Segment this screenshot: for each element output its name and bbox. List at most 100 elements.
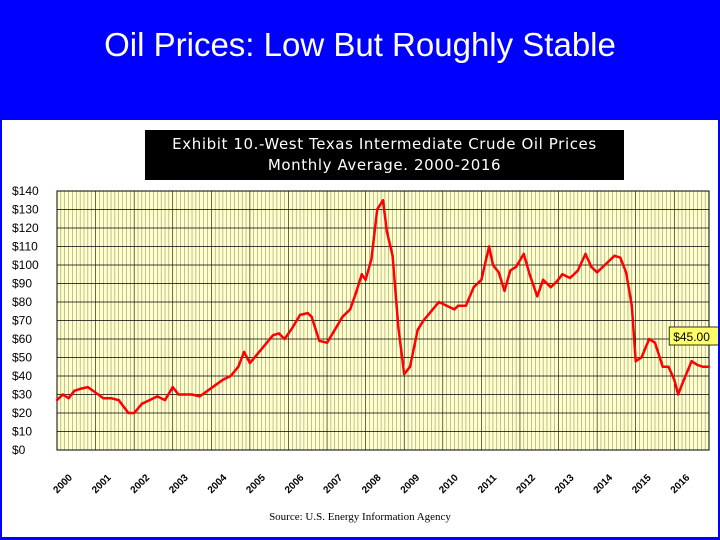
y-tick-label: $110 <box>12 240 38 254</box>
data-point <box>140 402 144 405</box>
y-tick-label: $70 <box>12 314 32 328</box>
data-point <box>163 398 167 402</box>
x-tick-label: 2016 <box>669 472 693 496</box>
x-tick-label: 2005 <box>244 472 268 496</box>
data-point <box>676 393 680 396</box>
source-note: Source: U.S. Energy Information Agency <box>269 511 451 523</box>
data-point <box>702 365 705 368</box>
chart-panel: $0 $10 $20 $30 $40 $50 $60 $70 $80 $90 $100 $110 $12… <box>2 120 718 537</box>
data-point <box>576 269 580 272</box>
data-point <box>109 397 113 400</box>
data-point <box>376 208 379 211</box>
chart-title-line2: Monthly Average. 2000-2016 <box>267 156 502 174</box>
data-point <box>291 326 294 330</box>
data-point <box>561 273 564 276</box>
slide-title: Oil Prices: Low But Roughly Stable <box>104 26 616 63</box>
data-point <box>480 278 483 281</box>
data-point <box>690 360 693 363</box>
price-annotation: $45.00 <box>668 326 718 346</box>
data-point <box>430 310 433 313</box>
data-point <box>221 378 225 381</box>
y-tick-label: $60 <box>12 332 32 346</box>
data-point <box>514 265 518 269</box>
data-point <box>229 374 232 378</box>
data-point <box>464 304 468 307</box>
data-point <box>491 263 495 267</box>
x-tick-label: 2013 <box>553 472 577 496</box>
data-point <box>595 271 599 274</box>
data-point <box>61 393 64 396</box>
x-tick-label: 2000 <box>51 472 75 496</box>
data-point <box>682 378 686 381</box>
x-tick-label: 2004 <box>206 472 230 496</box>
x-tick-label: 2015 <box>630 472 654 496</box>
data-point <box>528 273 531 276</box>
data-point <box>156 395 159 398</box>
y-tick-label: $130 <box>12 203 39 217</box>
x-tick-label: 2009 <box>399 472 423 496</box>
data-point <box>437 300 441 304</box>
data-point <box>661 365 664 368</box>
y-tick-label: $10 <box>12 425 32 439</box>
data-point <box>298 313 302 317</box>
data-point <box>349 308 352 311</box>
x-tick-label: 2012 <box>514 472 538 496</box>
data-point <box>86 385 90 389</box>
data-point <box>555 280 558 283</box>
data-point <box>127 411 130 415</box>
data-point <box>360 273 363 276</box>
x-tick-label: 2007 <box>322 472 346 496</box>
data-point <box>416 328 419 331</box>
data-point <box>568 276 572 280</box>
x-tick-label: 2011 <box>476 472 499 495</box>
data-point <box>385 230 389 233</box>
data-point <box>271 334 275 337</box>
data-point <box>73 389 76 392</box>
y-tick-label: $140 <box>12 184 39 198</box>
x-tick-label: 2003 <box>167 472 191 496</box>
data-point <box>177 393 180 396</box>
data-point <box>634 360 637 363</box>
y-tick-label: $50 <box>12 351 32 365</box>
data-point <box>653 341 657 344</box>
data-point <box>584 252 587 256</box>
data-point <box>453 308 456 311</box>
y-tick-label: $20 <box>12 406 32 420</box>
data-point <box>696 363 699 367</box>
data-point <box>78 387 82 391</box>
data-point <box>509 269 512 272</box>
data-point <box>67 397 70 400</box>
oil-price-chart: $0 $10 $20 $30 $40 $50 $60 $70 $80 $90 $100 $110 $12… <box>12 184 718 496</box>
data-point <box>256 352 259 355</box>
data-point <box>148 398 151 402</box>
chart-title-box: Exhibit 10.-West Texas Intermediate Crud… <box>145 130 624 180</box>
data-point <box>237 365 240 368</box>
data-point <box>306 311 309 315</box>
data-point <box>707 365 711 368</box>
data-point <box>364 278 367 281</box>
chart-title-line1: Exhibit 10.-West Texas Intermediate Crud… <box>172 135 597 153</box>
data-point <box>667 365 670 368</box>
y-tick-label: $0 <box>12 443 26 457</box>
data-point <box>590 265 593 269</box>
data-point <box>630 304 634 307</box>
data-point <box>619 256 622 259</box>
x-tick-label: 2001 <box>90 472 114 496</box>
data-point <box>648 337 651 341</box>
data-point <box>264 343 267 346</box>
x-tick-label: 2002 <box>129 472 153 496</box>
data-point <box>242 350 246 354</box>
data-point <box>536 295 539 298</box>
x-tick-label: 2008 <box>360 472 384 496</box>
data-point <box>408 365 412 368</box>
x-tick-label: 2010 <box>437 472 461 496</box>
y-tick-label: $80 <box>12 295 32 309</box>
data-point <box>277 332 281 335</box>
data-point <box>624 271 628 274</box>
data-point <box>673 378 676 381</box>
data-point <box>640 356 643 359</box>
data-point <box>370 258 373 261</box>
data-point <box>397 326 400 330</box>
data-point <box>333 328 336 331</box>
data-point <box>341 315 344 318</box>
